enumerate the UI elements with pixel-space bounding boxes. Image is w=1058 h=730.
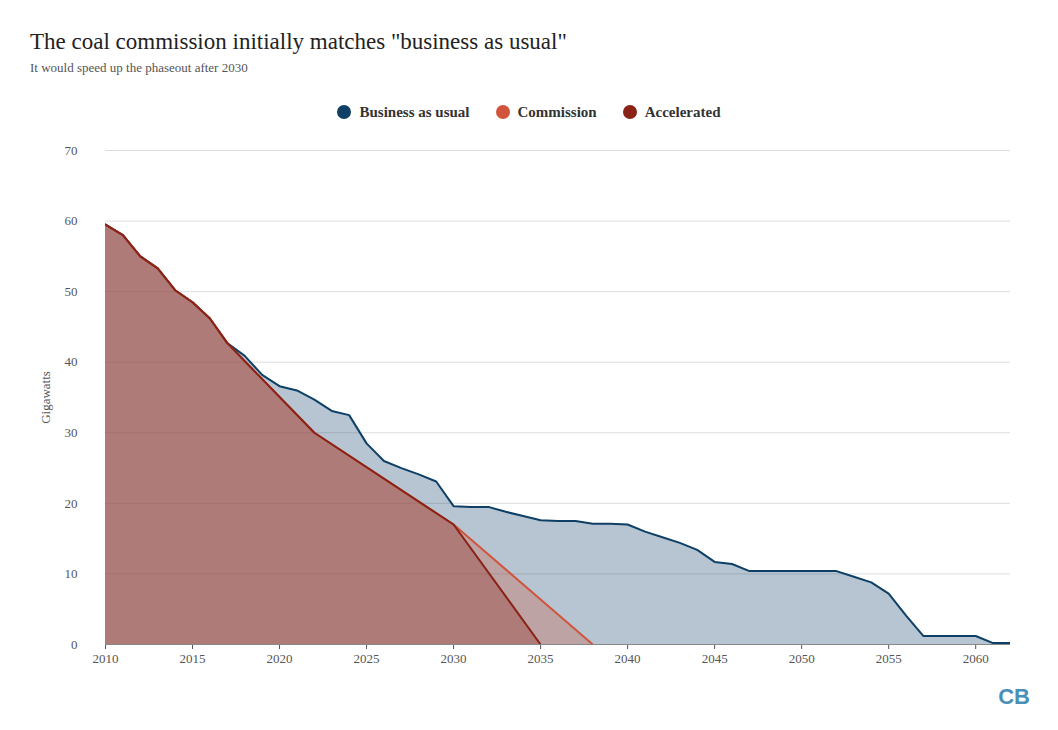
svg-text:2020: 2020	[267, 651, 293, 666]
html-text:It would speed up the phaseout: It would speed up the phaseout after 203…	[30, 60, 248, 75]
svg-text:2015: 2015	[180, 651, 206, 666]
html-text:The coal commission initially: The coal commission initially matches "b…	[30, 29, 567, 54]
svg-text:2050: 2050	[789, 651, 815, 666]
html-text:CB: CB	[998, 684, 1030, 709]
svg-text:Gigawatts: Gigawatts	[38, 371, 53, 424]
html-text:Commission: Commission	[517, 103, 597, 120]
svg-text:2055: 2055	[876, 651, 902, 666]
svg-text:10: 10	[65, 566, 78, 581]
svg-text:2010: 2010	[93, 651, 119, 666]
html-text:Business as usual: Business as usual	[359, 103, 470, 120]
svg-text:0: 0	[71, 637, 78, 652]
svg-text:20: 20	[65, 496, 78, 511]
svg-text:2045: 2045	[702, 651, 728, 666]
svg-text:2035: 2035	[528, 651, 554, 666]
svg-text:2060: 2060	[963, 651, 989, 666]
html-text:Accelerated: Accelerated	[644, 103, 721, 120]
svg-text:2030: 2030	[441, 651, 467, 666]
svg-text:60: 60	[65, 213, 78, 228]
svg-text:70: 70	[65, 143, 78, 158]
svg-text:40: 40	[65, 354, 78, 369]
svg-text:2040: 2040	[615, 651, 641, 666]
svg-text:2025: 2025	[354, 651, 380, 666]
svg-text:30: 30	[65, 425, 78, 440]
svg-text:50: 50	[65, 284, 78, 299]
